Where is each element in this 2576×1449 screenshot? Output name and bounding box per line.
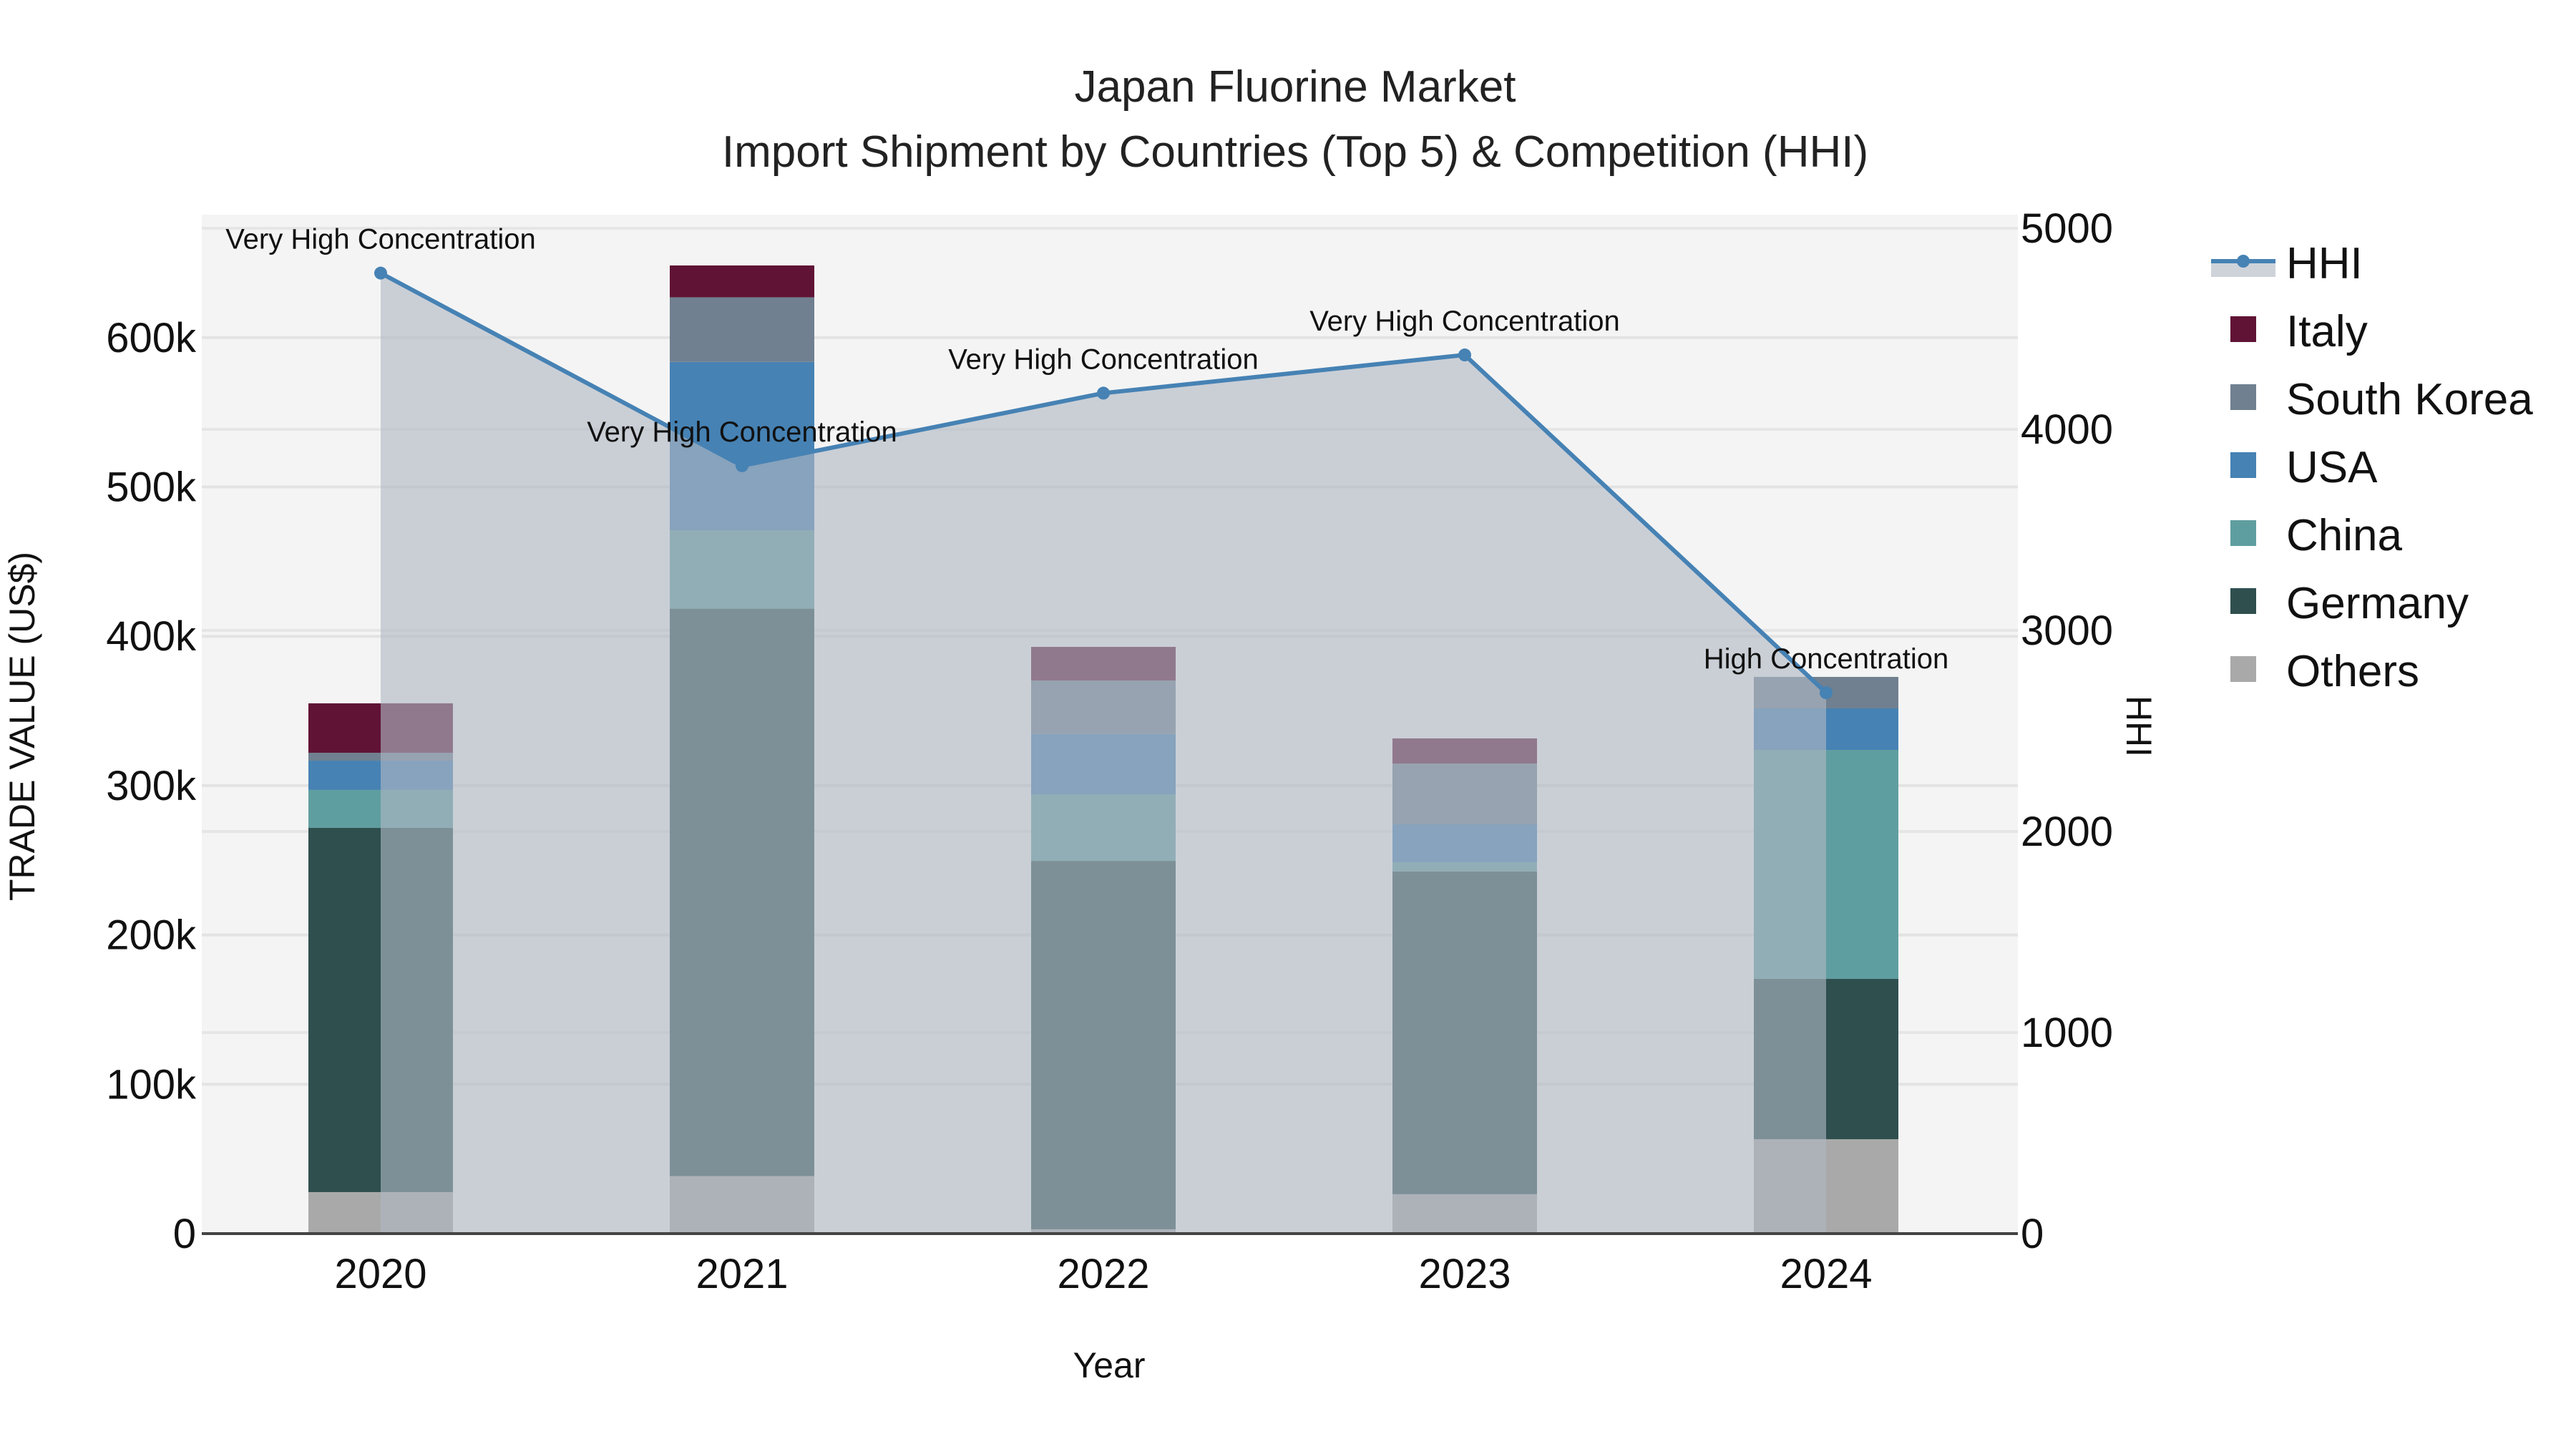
bar-segment-italy[interactable] <box>670 265 814 298</box>
hhi-marker[interactable] <box>374 266 387 280</box>
legend-label: South Korea <box>2286 375 2533 424</box>
y2-tick-label: 5000 <box>2021 205 2113 252</box>
x-axis-title: Year <box>1073 1345 1145 1385</box>
legend-swatch-icon <box>2230 316 2256 342</box>
x-tick-label: 2024 <box>1780 1251 1872 1297</box>
y2-tick-label: 2000 <box>2021 809 2113 855</box>
hhi-marker[interactable] <box>1820 686 1833 700</box>
legend-label: Germany <box>2286 579 2469 628</box>
y-tick-label: 0 <box>173 1211 196 1257</box>
hhi-area-fill <box>381 273 1826 1234</box>
y-tick-label: 100k <box>106 1061 197 1108</box>
legend-label: Italy <box>2286 307 2368 356</box>
hhi-marker[interactable] <box>736 459 748 472</box>
chart-title: Japan Fluorine Market <box>1075 62 1516 112</box>
plot-area: 0 100k 200k 300k 400k 500k 600k 0 1000 2000 3000 40… <box>106 205 2113 1297</box>
legend-swatch-icon <box>2230 588 2256 614</box>
hhi-marker[interactable] <box>1097 386 1110 400</box>
legend-swatch-icon <box>2230 452 2256 478</box>
hhi-annotation: Very High Concentration <box>1309 306 1620 337</box>
x-tick-label: 2023 <box>1418 1251 1511 1297</box>
y-tick-label: 500k <box>106 464 197 511</box>
legend-item-germany[interactable]: Germany <box>2230 579 2469 628</box>
y-tick-label: 600k <box>106 315 197 361</box>
y-tick-label: 400k <box>106 613 197 660</box>
legend-label: USA <box>2286 443 2378 492</box>
y-axis-title: TRADE VALUE (US$) <box>2 552 42 901</box>
legend-label: HHI <box>2286 239 2363 288</box>
legend-label: Others <box>2286 647 2419 696</box>
hhi-marker[interactable] <box>1458 348 1471 362</box>
legend-hhi-marker-icon <box>2237 255 2250 268</box>
legend-item-china[interactable]: China <box>2230 511 2403 560</box>
hhi-annotation: Very High Concentration <box>948 343 1259 375</box>
hhi-annotation: High Concentration <box>1704 643 1948 675</box>
legend-swatch-icon <box>2230 384 2256 410</box>
legend-item-south-korea[interactable]: South Korea <box>2230 375 2533 424</box>
legend-item-others[interactable]: Others <box>2230 647 2419 696</box>
bar-segment-south-korea[interactable] <box>670 297 814 362</box>
hhi-annotation: Very High Concentration <box>587 416 897 448</box>
hhi-annotation: Very High Concentration <box>225 224 536 255</box>
y2-tick-label: 0 <box>2021 1211 2044 1257</box>
legend-item-hhi[interactable]: HHI <box>2211 239 2363 288</box>
y-tick-label: 200k <box>106 912 197 959</box>
x-tick-label: 2021 <box>696 1251 788 1297</box>
legend-item-usa[interactable]: USA <box>2230 443 2378 492</box>
y2-axis-title: HHI <box>2119 696 2159 757</box>
y2-tick-label: 3000 <box>2021 608 2113 654</box>
legend-item-italy[interactable]: Italy <box>2230 307 2368 356</box>
x-tick-label: 2020 <box>334 1251 426 1297</box>
y-tick-label: 300k <box>106 763 197 809</box>
legend: HHI Italy South Korea USA China Germany Others <box>2211 239 2533 696</box>
y2-tick-label: 4000 <box>2021 406 2113 453</box>
legend-swatch-icon <box>2230 520 2256 546</box>
chart-subtitle: Import Shipment by Countries (Top 5) & C… <box>722 127 1868 177</box>
x-tick-label: 2022 <box>1057 1251 1149 1297</box>
legend-label: China <box>2286 511 2403 560</box>
legend-swatch-icon <box>2230 656 2256 682</box>
y2-tick-label: 1000 <box>2021 1010 2113 1056</box>
